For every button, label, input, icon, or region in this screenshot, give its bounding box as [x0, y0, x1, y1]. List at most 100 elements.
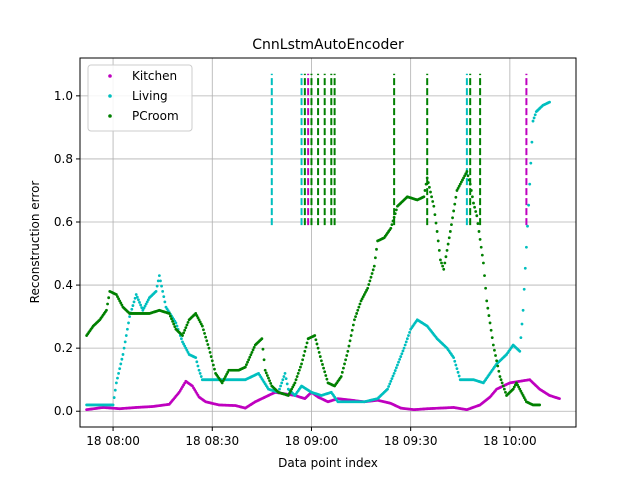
data-point: [520, 322, 524, 326]
data-point: [157, 274, 161, 278]
data-point: [504, 390, 507, 394]
data-point: [455, 189, 459, 192]
data-point: [263, 368, 267, 372]
data-point: [300, 362, 303, 366]
data-point: [392, 215, 396, 219]
data-point: [302, 354, 306, 357]
data-point: [181, 340, 184, 344]
data-point: [162, 295, 166, 299]
series-pcroom: [85, 170, 542, 407]
data-point: [470, 195, 474, 199]
data-point: [173, 325, 177, 329]
data-point: [500, 381, 504, 385]
data-point: [226, 370, 230, 374]
data-point: [472, 201, 475, 205]
data-point: [356, 308, 360, 312]
data-point: [405, 337, 409, 341]
data-point: [160, 284, 163, 288]
data-point: [118, 367, 122, 371]
data-point: [170, 317, 173, 321]
data-point: [248, 355, 252, 359]
data-point: [184, 326, 188, 330]
legend-label-pcroom: PCroom: [132, 109, 179, 123]
data-point: [475, 214, 479, 218]
data-point: [452, 209, 456, 213]
data-point: [398, 357, 402, 361]
data-point: [315, 342, 319, 346]
data-point: [213, 367, 216, 371]
data-point: [339, 375, 343, 378]
data-point: [114, 381, 118, 385]
data-point: [196, 316, 200, 320]
data-point: [119, 301, 123, 305]
data-point: [498, 375, 502, 378]
x-tick-label: 18 09:00: [285, 434, 339, 448]
data-point: [197, 368, 201, 372]
data-point: [499, 378, 503, 382]
data-point: [467, 178, 471, 182]
data-point: [461, 178, 464, 182]
data-point: [198, 320, 202, 324]
data-point: [402, 346, 406, 350]
data-point: [268, 379, 271, 383]
data-point: [458, 182, 462, 186]
y-tick-label: 0.2: [54, 341, 73, 355]
data-point: [531, 119, 535, 123]
data-point: [290, 387, 294, 391]
data-point: [522, 396, 526, 399]
data-point: [265, 374, 269, 377]
data-point: [490, 336, 494, 340]
data-point: [156, 279, 160, 283]
data-point: [294, 378, 298, 382]
data-point: [197, 318, 201, 322]
data-point: [314, 338, 318, 342]
data-point: [133, 296, 137, 300]
data-point: [141, 308, 145, 312]
data-point: [125, 327, 129, 331]
data-point: [247, 358, 251, 362]
data-point: [453, 202, 457, 206]
data-point: [207, 346, 211, 350]
data-point: [372, 264, 376, 268]
data-point: [116, 376, 119, 380]
legend-marker-living: [108, 94, 112, 98]
data-point: [174, 321, 178, 325]
data-point: [353, 318, 356, 322]
data-point: [269, 381, 273, 385]
data-point: [367, 283, 371, 286]
data-point: [423, 189, 427, 192]
data-point: [185, 323, 189, 327]
data-point: [349, 334, 353, 337]
data-point: [389, 379, 393, 383]
plot-frame: [79, 57, 577, 428]
data-point: [389, 226, 393, 230]
data-point: [392, 371, 396, 375]
data-point: [469, 189, 473, 192]
data-point: [558, 397, 561, 401]
data-point: [317, 350, 321, 354]
data-point: [443, 261, 447, 265]
data-point: [205, 339, 209, 343]
data-point: [368, 279, 372, 283]
data-point: [303, 349, 307, 353]
data-point: [518, 349, 522, 353]
data-point: [284, 377, 288, 381]
data-point: [400, 352, 404, 356]
data-point: [123, 340, 127, 344]
data-point: [206, 343, 210, 346]
data-point: [431, 200, 435, 203]
data-point: [401, 349, 405, 353]
x-axis-ticks: 18 08:00 18 08:30 18 09:00 18 09:30 18 10:00: [86, 427, 537, 448]
data-point: [246, 360, 249, 364]
data-point: [137, 298, 140, 302]
data-point: [432, 204, 436, 208]
data-point: [388, 382, 392, 386]
data-point: [322, 366, 325, 370]
data-point: [511, 387, 515, 391]
data-point: [344, 358, 348, 362]
data-point: [107, 296, 111, 300]
data-point: [121, 353, 125, 356]
data-point: [296, 371, 300, 375]
data-point: [348, 339, 352, 343]
data-point: [292, 383, 296, 387]
